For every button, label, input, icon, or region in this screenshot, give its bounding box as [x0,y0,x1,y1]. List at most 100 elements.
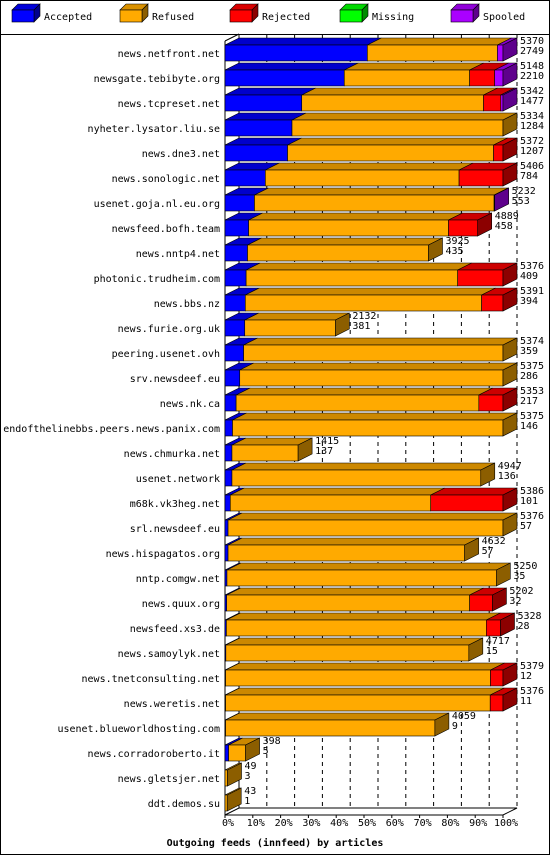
bar-side [502,662,518,687]
bar-segment-refused [224,794,228,812]
bar-segment-accepted [224,519,229,537]
bar-side [502,487,518,512]
bar-top-refused [232,412,518,421]
bar-top-refused [245,287,496,296]
bar-top-refused [367,37,512,46]
bar-segment-refused [367,44,498,62]
bar-top-refused [225,687,505,696]
bar-top-refused [225,662,505,671]
bar-side [502,112,518,137]
bar-side [502,387,518,412]
row-label: news.tnetconsulting.net [82,674,220,685]
row-label: news.corradoroberto.it [88,749,220,760]
bar-segment-refused [226,619,487,637]
axis-top-diagonal [224,33,240,42]
value-label-accepted: 15 [486,646,498,657]
bar-segment-refused [231,444,299,462]
bar-top-refused [231,462,495,471]
row-label: news.weretis.net [124,699,220,710]
row-label: newsfeed.bofh.team [112,224,220,235]
value-label-offered: 5375 [520,411,544,422]
x-tick-label: 30% [302,818,320,829]
bar-top-refused [244,312,350,321]
bar-segment-rejected [483,94,502,112]
bar-top-refused [227,537,479,546]
bar-top-refused [248,212,463,221]
bar-segment-rejected [486,619,501,637]
value-label-offered: 49 [245,761,257,772]
bar-segment-refused [248,219,449,237]
bar-segment-refused [231,469,482,487]
row-label: usenet.goja.nl.eu.org [94,199,220,210]
bar-side [502,687,518,712]
value-label-offered: 5379 [520,661,544,672]
value-label-accepted: 2210 [520,71,544,82]
bar-segment-refused [291,119,504,137]
bar-side [297,437,313,462]
bar-segment-refused [225,644,470,662]
row-label: newsgate.tebibyte.org [94,74,220,85]
value-label-offered: 1415 [315,436,339,447]
row-label: newsfeed.xs3.de [130,624,220,635]
bar-side [480,462,496,487]
row-label: m68k.vk3heg.net [130,499,220,510]
bar-side [502,287,518,312]
bar-side [496,562,511,587]
bar-segment-refused [226,569,497,587]
row-label: news.dne3.net [142,149,220,160]
legend-label-missing: Missing [372,12,414,23]
bar-segment-refused [227,544,465,562]
value-label-offered: 5232 [512,186,536,197]
bar-segment-rejected [490,669,504,687]
bar-side [502,137,518,162]
value-label-offered: 5406 [520,161,544,172]
bar-segment-refused [224,769,228,787]
legend-label-accepted: Accepted [44,12,92,23]
value-label-offered: 4717 [486,636,510,647]
bar-top-refused [287,137,508,146]
row-label: news.chmurka.net [124,449,220,460]
row-label: news.nntp4.net [136,249,220,260]
value-label-offered: 5376 [520,261,544,272]
bar-segment-rejected [469,594,493,612]
value-label-offered: 5376 [520,511,544,522]
value-label-accepted: 359 [520,346,538,357]
x-tick-label: 80% [441,818,459,829]
bar-segment-accepted [224,319,246,337]
x-tick-label: 50% [358,818,376,829]
bar-side [494,187,509,212]
value-label-accepted: 137 [315,446,333,457]
row-label: nntp.comgw.net [136,574,220,585]
row-label: srv.newsdeef.eu [130,374,220,385]
chart-title: Outgoing feeds (innfeed) by articles [167,837,384,849]
value-label-offered: 4889 [495,211,519,222]
row-label: srl.newsdeef.eu [130,524,220,535]
value-label-accepted: 136 [498,471,516,482]
bar-side [434,712,450,737]
bar-segment-spooled [500,94,504,112]
bar-top-refused [226,562,511,571]
bar-segment-rejected [457,269,504,287]
bar-segment-refused [228,744,246,762]
bar-segment-refused [226,594,470,612]
bar-top-refused [225,637,483,646]
legend-label-rejected: Rejected [262,12,310,23]
row-label: news.bbs.nz [154,299,220,310]
bar-segment-accepted [224,444,233,462]
bar-top-refused [230,487,445,496]
value-label-accepted: 1207 [520,146,544,157]
row-label: news.furie.org.uk [118,324,220,335]
value-label-accepted: 2749 [520,46,544,57]
value-label-accepted: 28 [517,621,529,632]
bar-side [245,737,260,762]
row-label: photonic.trudheim.com [94,274,220,285]
legend-swatch-accepted [11,9,35,23]
value-label-accepted: 57 [520,521,532,532]
value-label-offered: 5328 [517,611,541,622]
bar-side [428,237,443,262]
row-label: news.tcpreset.net [118,99,220,110]
value-label-accepted: 146 [520,421,538,432]
bar-segment-accepted [224,119,293,137]
bar-segment-accepted [224,494,231,512]
legend-swatch-spooled [450,9,474,23]
